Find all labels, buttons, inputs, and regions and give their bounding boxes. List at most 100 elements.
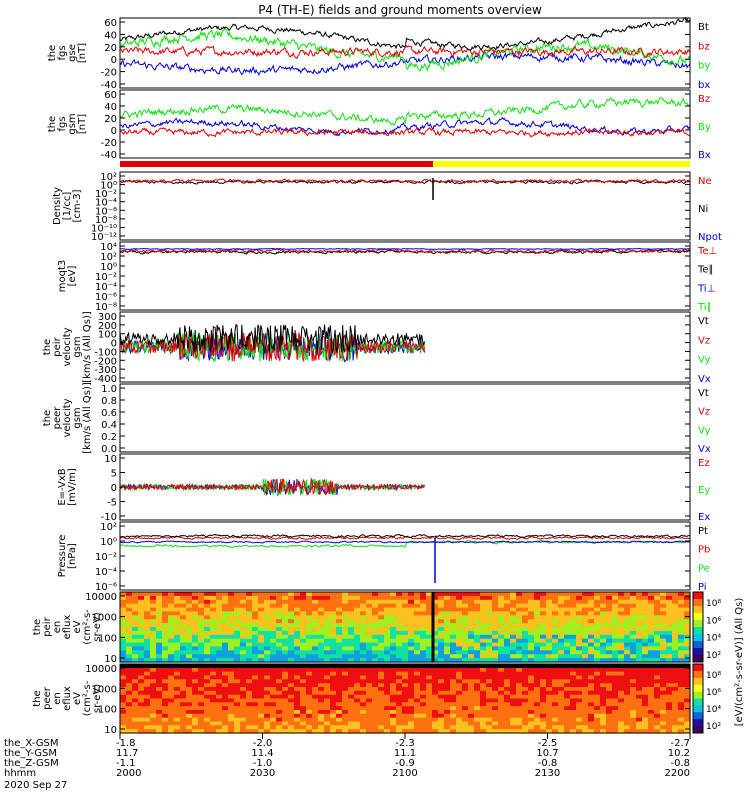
panel-peer-eflux-cell bbox=[318, 721, 325, 726]
panel-peer-velocity-tick-label-3: 0.4 bbox=[101, 420, 117, 431]
panel-peir-eflux-cell bbox=[684, 623, 691, 628]
panel-peir-eflux-cell bbox=[594, 650, 601, 655]
panel-peir-eflux-cell bbox=[282, 627, 289, 632]
panel-peir-eflux-cell bbox=[564, 615, 571, 620]
panel-peir-eflux-cell bbox=[468, 650, 475, 655]
colorbar-label: [eV/(cm²-s-sr-eV)] (All Qs) bbox=[734, 598, 745, 727]
panel-peer-eflux-cell bbox=[126, 690, 133, 696]
panel-peer-eflux-cell bbox=[576, 687, 583, 692]
panel-peer-eflux-cell bbox=[198, 729, 205, 734]
panel-peer-eflux-cell bbox=[648, 675, 655, 680]
panel-peir-eflux-cell bbox=[672, 619, 679, 624]
panel-peir-eflux-cell bbox=[438, 615, 445, 620]
panel-peer-eflux-cell bbox=[534, 667, 541, 673]
panel-efield-tick-label-4: -10 bbox=[101, 512, 117, 523]
panel-peir-eflux-cell bbox=[444, 607, 451, 613]
panel-peir-eflux-cell bbox=[300, 654, 307, 659]
panel-peer-eflux-cell bbox=[414, 706, 421, 711]
panel-peer-eflux-cell bbox=[528, 690, 535, 696]
panel-peer-eflux-cell bbox=[126, 721, 133, 726]
panel-peir-eflux-cell bbox=[468, 642, 475, 648]
panel-peir-eflux-cell bbox=[654, 611, 661, 616]
panel-peer-eflux-cell bbox=[306, 717, 313, 723]
panel-peir-eflux-cell bbox=[378, 634, 385, 640]
panel-peer-eflux-cell bbox=[522, 729, 529, 734]
panel-peer-eflux-cell bbox=[372, 725, 379, 730]
panel-peir-eflux-cell bbox=[486, 630, 493, 636]
panel-peer-eflux-cell bbox=[384, 667, 391, 673]
panel-peir-eflux-cell bbox=[318, 595, 325, 601]
panel-peir-eflux-cell bbox=[396, 595, 403, 601]
panel-peir-eflux-cell bbox=[474, 658, 481, 663]
panel-peer-eflux-cell bbox=[174, 675, 181, 680]
panel-peir-eflux-cell bbox=[186, 658, 193, 663]
panel-peer-eflux-cell bbox=[582, 679, 589, 684]
panel-peir-eflux-cell bbox=[324, 623, 331, 628]
panel-peir-eflux-cell bbox=[402, 627, 409, 632]
panel-peer-eflux-cell bbox=[528, 706, 535, 711]
panel-peir-eflux-cell bbox=[588, 615, 595, 620]
panel-peer-eflux-cell bbox=[528, 698, 535, 703]
panel-peir-eflux-cell bbox=[636, 658, 643, 663]
panel-peir-eflux-cell bbox=[408, 654, 415, 659]
panel-peer-eflux-cell bbox=[384, 698, 391, 703]
panel-peer-eflux-cell bbox=[408, 690, 415, 696]
panel-peir-eflux-cell bbox=[456, 595, 463, 601]
panel-peir-eflux-cell bbox=[360, 615, 367, 620]
panel-peir-eflux-cell bbox=[150, 592, 157, 597]
panel-peir-eflux-cell bbox=[258, 607, 265, 613]
panel-peer-eflux-cell bbox=[468, 717, 475, 723]
panel-peer-eflux-cell bbox=[210, 694, 217, 700]
x-value-2-1: 11.1 bbox=[394, 748, 416, 759]
panel-peir-eflux-cell bbox=[438, 638, 445, 644]
panel-peir-eflux-cell bbox=[546, 603, 553, 609]
panel-peer-eflux-cell bbox=[588, 687, 595, 692]
panel-peer-eflux-cell bbox=[396, 702, 403, 707]
panel-peer-eflux-cell bbox=[354, 713, 361, 719]
panel-peir-eflux-cell bbox=[570, 634, 577, 640]
panel-peir-eflux-cell bbox=[642, 623, 649, 628]
panel-peir-eflux-cell bbox=[216, 607, 223, 613]
panel-peir-eflux-cell bbox=[366, 592, 373, 597]
panel-peer-eflux-cell bbox=[540, 702, 547, 707]
panel-peir-eflux-cell bbox=[234, 623, 241, 628]
panel-peir-eflux-cell bbox=[528, 630, 535, 636]
panel-temperature-tick-label-1: 10² bbox=[100, 252, 117, 263]
panel-peer-eflux-cell bbox=[216, 710, 223, 715]
panel-peer-eflux-cell bbox=[294, 679, 301, 684]
panel-peer-eflux-cell bbox=[582, 675, 589, 680]
panel-peir-eflux-cell bbox=[432, 627, 439, 632]
panel-peir-eflux-cell bbox=[522, 646, 529, 651]
panel-peer-eflux-cell bbox=[324, 687, 331, 692]
panel-peir-eflux-cell bbox=[210, 615, 217, 620]
panel-peir-eflux-cell bbox=[228, 603, 235, 609]
panel-peir-eflux-cell bbox=[660, 642, 667, 648]
panel-peer-eflux-cell bbox=[354, 721, 361, 726]
panel-peer-eflux-cell bbox=[198, 671, 205, 677]
panel-pressure-tick-label-3: 10⁻⁴ bbox=[95, 567, 117, 578]
panel-peir-eflux-cell bbox=[636, 607, 643, 613]
panel-peir-eflux-cell bbox=[684, 650, 691, 655]
panel-peir-eflux-cell bbox=[264, 623, 271, 628]
panel-peir-eflux-cell bbox=[606, 654, 613, 659]
panel-peer-eflux-cell bbox=[270, 667, 277, 673]
panel-peir-eflux-cell bbox=[120, 599, 127, 605]
panel-peer-eflux-cell bbox=[612, 690, 619, 696]
panel-peer-eflux-cell bbox=[420, 694, 427, 700]
panel-peer-eflux-cell bbox=[630, 729, 637, 734]
panel-peir-eflux-cell bbox=[504, 592, 511, 597]
panel-peir-eflux-cell bbox=[540, 627, 547, 632]
panel-peir-eflux-cell bbox=[354, 611, 361, 616]
panel-peir-eflux-cell bbox=[684, 599, 691, 605]
panel-peir-eflux-cell bbox=[372, 650, 379, 655]
panel-peir-eflux-cell bbox=[348, 611, 355, 616]
panel-peer-eflux-cell bbox=[456, 675, 463, 680]
panel-density-tick-label-0: 10² bbox=[100, 172, 117, 183]
panel-peir-eflux-cell bbox=[396, 646, 403, 651]
panel-temperature-tick-label-4: 10⁻⁴ bbox=[95, 282, 117, 293]
panel-peer-eflux-cell bbox=[564, 698, 571, 703]
panel-peer-eflux-cell bbox=[216, 713, 223, 719]
panel-peer-eflux-cell bbox=[162, 675, 169, 680]
panel-peir-eflux-cell bbox=[498, 599, 505, 605]
panel-peer-eflux-cell bbox=[564, 729, 571, 734]
